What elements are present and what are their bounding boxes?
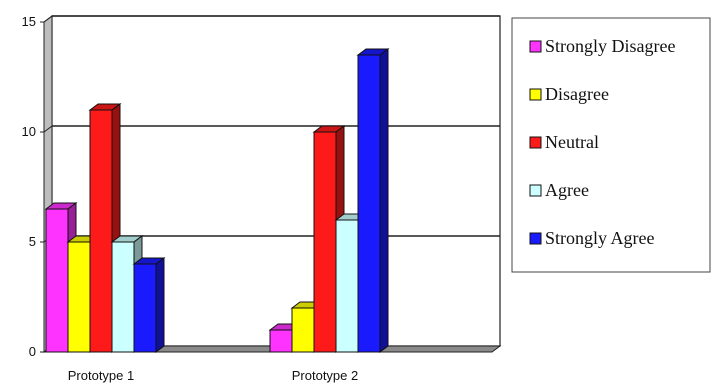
x-tick-label: Prototype 1: [68, 368, 135, 383]
legend-swatch: [529, 40, 542, 53]
bar-front: [111, 241, 135, 353]
legend-swatch: [529, 184, 542, 197]
axes: 0 5 10 15 Prototype 1 Prototype 2: [22, 14, 359, 383]
bar-side: [155, 257, 165, 353]
bar-front: [335, 219, 359, 353]
y-tick-label: 10: [22, 124, 36, 139]
bar-front: [133, 263, 157, 353]
bar: [132, 257, 166, 353]
legend-swatch: [529, 136, 542, 149]
legend-label: Strongly Agree: [545, 228, 655, 248]
bar: [356, 48, 390, 353]
bar-front: [89, 109, 113, 353]
bar-front: [291, 307, 315, 353]
bar-front: [313, 131, 337, 353]
bar-front: [67, 241, 91, 353]
legend-label: Disagree: [545, 84, 609, 104]
bars: [44, 48, 390, 353]
gridline-depth: [43, 125, 53, 133]
legend-swatch: [529, 232, 542, 245]
legend-label: Agree: [545, 180, 589, 200]
y-tick-label: 15: [22, 14, 36, 29]
legend-label: Neutral: [545, 132, 599, 152]
y-tick-label: 0: [29, 344, 36, 359]
legend: Strongly Disagree Disagree Neutral Agree Str…: [511, 17, 711, 273]
bar-side: [379, 48, 389, 353]
legend-swatch: [529, 88, 542, 101]
bar-front: [269, 329, 293, 353]
y-tick-label: 5: [29, 234, 36, 249]
bar-front: [357, 54, 381, 353]
gridline-depth: [43, 15, 53, 23]
legend-box: [511, 17, 711, 273]
x-tick-label: Prototype 2: [292, 368, 359, 383]
legend-label: Strongly Disagree: [545, 36, 675, 56]
bar-front: [45, 208, 69, 353]
